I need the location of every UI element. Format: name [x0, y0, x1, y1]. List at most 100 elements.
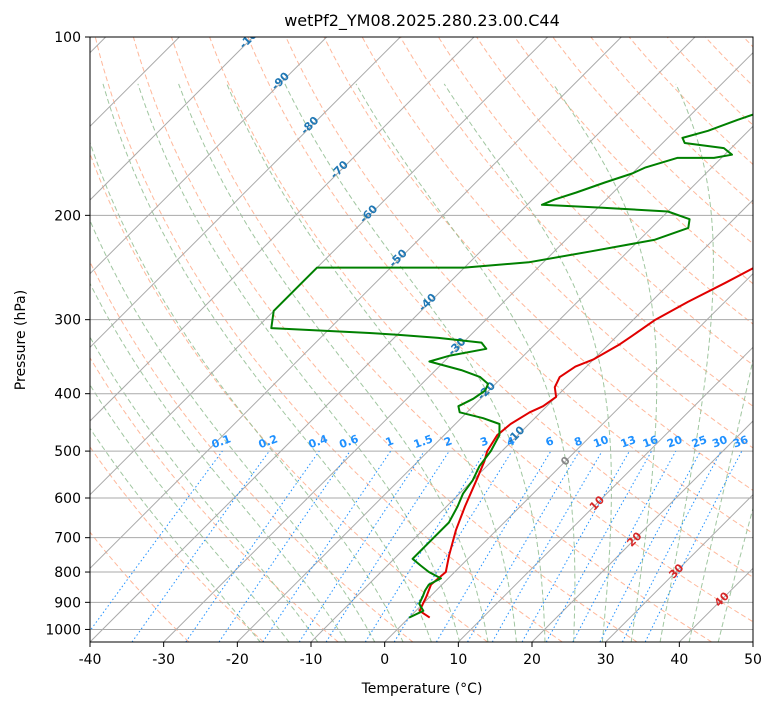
mixing-ratio-label: 6	[544, 434, 556, 449]
moist-adiabat	[90, 282, 347, 642]
moist-adiabat	[552, 83, 658, 642]
mixing-ratio-line	[521, 450, 630, 642]
isotherm	[90, 37, 401, 349]
isotherm	[90, 37, 622, 570]
x-tick-label: 50	[744, 652, 762, 668]
dry-adiabat	[476, 37, 753, 325]
mixing-ratio-label: 8	[572, 434, 584, 449]
moist-adiabat	[102, 83, 432, 642]
plot-frame	[89, 36, 754, 643]
moist-adiabat	[178, 83, 489, 642]
dry-adiabat	[171, 37, 712, 642]
x-tick-label: 10	[449, 652, 467, 668]
mixing-ratio-label: 25	[690, 433, 709, 450]
mixing-ratio-label: 3	[478, 434, 490, 449]
x-tick-label: 30	[597, 652, 615, 668]
mixing-ratio-line	[325, 450, 450, 642]
moist-adiabat	[90, 141, 404, 642]
mixing-ratio-label: 0.6	[338, 432, 361, 451]
y-tick-label: 600	[54, 491, 81, 507]
moist-adiabat	[137, 83, 461, 642]
moist-adiabat	[443, 83, 612, 642]
mixing-ratio-label: 0.2	[257, 432, 280, 451]
mixing-ratio-label: 1	[384, 434, 396, 449]
x-tick-label: 0	[380, 652, 389, 668]
isotherm	[236, 125, 753, 642]
mixing-ratio-line	[90, 450, 223, 632]
y-tick-label: 800	[54, 565, 81, 581]
dry-adiabat	[132, 37, 638, 642]
dry-adiabat	[94, 37, 563, 642]
y-tick-label: 1000	[45, 622, 81, 638]
mixing-ratio-label: 10	[592, 433, 611, 451]
y-tick-label: 700	[54, 531, 81, 547]
mixing-ratio-line	[185, 450, 320, 642]
isotherm	[531, 420, 753, 642]
dewpoint-profile-line	[270, 113, 753, 619]
dry-adiabat	[399, 37, 753, 407]
dry-adiabat	[590, 37, 753, 205]
mixing-ratio-line	[491, 450, 603, 642]
dry-adiabat	[285, 37, 753, 535]
isotherm	[90, 37, 475, 422]
chart-title: wetPf2_YM08.2025.280.23.00.C44	[284, 11, 560, 31]
dry-adiabat	[552, 37, 753, 245]
isotherm	[90, 37, 696, 642]
x-tick-label: -30	[152, 652, 175, 668]
moist-adiabat	[90, 383, 290, 642]
y-tick-label: 400	[54, 387, 81, 403]
mixing-ratio-line	[572, 450, 677, 642]
temperature-profile-line	[418, 267, 753, 619]
x-tick-label: -40	[79, 652, 102, 668]
moist-adiabat	[284, 83, 546, 642]
isotherm	[384, 272, 753, 642]
mixing-ratio-line	[435, 450, 552, 642]
mixing-ratio-label: 16	[641, 433, 660, 451]
mixing-ratio-label: 4	[505, 434, 517, 449]
dry-adiabat	[437, 37, 753, 366]
mixing-ratio-line	[131, 450, 270, 642]
dry-adiabat	[90, 260, 414, 642]
moist-adiabat	[355, 83, 576, 642]
x-axis-title: Temperature (°C)	[361, 681, 483, 697]
y-tick-label: 300	[54, 313, 81, 329]
dry-adiabat	[90, 531, 190, 642]
moist-adiabat	[90, 219, 376, 642]
y-tick-label: 900	[54, 595, 81, 611]
mixing-ratio-label: 30	[710, 433, 729, 451]
isotherm	[90, 37, 549, 496]
dry-adiabat	[209, 37, 753, 623]
mixing-ratio-line	[467, 450, 580, 642]
x-tick-label: -20	[226, 652, 249, 668]
mixing-ratio-label: 20	[665, 433, 684, 451]
y-axis: 100 200 300 400 500 600 700 800 900 1000	[45, 30, 90, 638]
mixing-ratio-line	[218, 450, 351, 642]
mixing-ratio-label: 0.1	[210, 432, 233, 451]
x-tick-label: 20	[523, 652, 541, 668]
moist-adiabat	[90, 336, 319, 642]
isotherm	[457, 346, 753, 642]
isotherm	[90, 37, 328, 275]
x-tick-label: -10	[300, 652, 323, 668]
mixing-ratio-line	[393, 450, 513, 642]
y-tick-label: 100	[54, 30, 81, 46]
mixing-ratio-label: 36	[731, 433, 750, 451]
isotherm	[310, 199, 753, 642]
isotherm	[90, 37, 254, 201]
dry-adiabat	[90, 356, 339, 642]
y-tick-label: 500	[54, 444, 81, 460]
x-tick-label: 40	[670, 652, 688, 668]
mixing-ratio-label: 1.5	[412, 432, 435, 451]
mixing-ratio-label: 0.4	[307, 432, 330, 451]
y-tick-label: 200	[54, 208, 81, 224]
mixing-ratio-line	[545, 450, 653, 642]
mixing-ratio-label: 13	[619, 433, 638, 450]
y-axis-title: Pressure (hPa)	[13, 290, 29, 390]
isotherm	[163, 51, 753, 642]
x-axis: -40 -30 -20 -10 0 10 20 30 40 50	[79, 642, 762, 668]
mixing-ratio-label: 2	[442, 434, 454, 449]
isotherm	[605, 493, 753, 642]
dry-adiabat	[323, 37, 753, 491]
